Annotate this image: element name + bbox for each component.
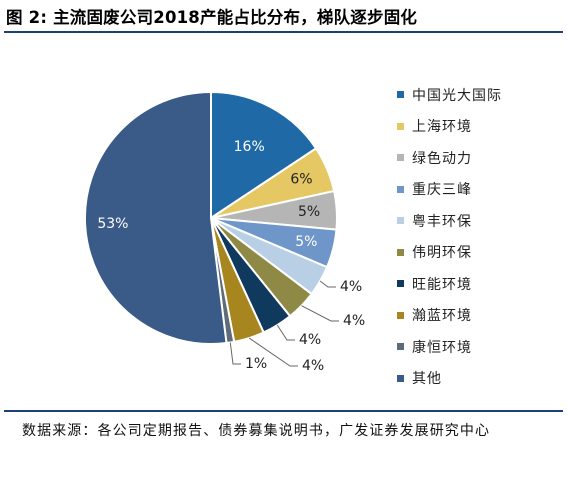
- pie-slice: [83, 90, 228, 345]
- pie-leader-line: [319, 280, 336, 288]
- pie-slice: [210, 90, 318, 220]
- legend-swatch: [397, 311, 404, 319]
- legend-swatch: [397, 185, 404, 193]
- pie-data-label: 53%: [97, 216, 128, 232]
- legend-item: 康恒环境: [397, 331, 502, 363]
- pie-data-label: 5%: [295, 234, 317, 250]
- legend-swatch: [397, 91, 404, 99]
- pie-leader-line: [301, 305, 339, 322]
- pie-data-label: 1%: [245, 356, 267, 372]
- pie-data-label: 16%: [234, 139, 265, 155]
- legend-item: 旺能环境: [397, 268, 502, 300]
- legend-label: 上海环境: [412, 119, 472, 136]
- chart-title: 图 2: 主流固废公司2018产能占比分布，梯队逐步固化: [6, 8, 418, 27]
- legend-label: 中国光大国际: [412, 87, 502, 104]
- pie-data-label: 4%: [340, 279, 362, 295]
- legend-label: 瀚蓝环境: [412, 308, 472, 325]
- pie-leader-line: [229, 342, 241, 365]
- legend-swatch: [397, 374, 404, 382]
- legend-item: 其他: [397, 363, 502, 395]
- legend-swatch: [397, 217, 404, 225]
- legend-swatch: [397, 280, 404, 288]
- pie-leader-line: [276, 324, 295, 341]
- legend-swatch: [397, 248, 404, 256]
- legend-item: 粤丰环保: [397, 205, 502, 237]
- legend-item: 绿色动力: [397, 142, 502, 174]
- pie-data-label: 4%: [343, 313, 365, 329]
- legend-item: 伟明环保: [397, 237, 502, 269]
- chart-legend: 中国光大国际 上海环境绿色动力重庆三峰粤丰环保伟明环保旺能环境瀚蓝环境康恒环境其他: [397, 79, 502, 394]
- legend-label: 绿色动力: [412, 150, 472, 167]
- legend-label: 粤丰环保: [412, 213, 472, 230]
- legend-swatch: [397, 343, 404, 351]
- legend-item: 中国光大国际: [397, 79, 502, 111]
- legend-label: 其他: [412, 371, 442, 388]
- legend-swatch: [397, 154, 404, 162]
- pie-data-label: 5%: [298, 204, 320, 220]
- legend-item: 上海环境: [397, 111, 502, 143]
- legend-label: 伟明环保: [412, 245, 472, 262]
- title-divider: [4, 31, 563, 33]
- source-divider: [4, 410, 563, 412]
- legend-label: 旺能环境: [412, 276, 472, 293]
- legend-item: 瀚蓝环境: [397, 300, 502, 332]
- legend-item: 重庆三峰: [397, 174, 502, 206]
- pie-data-label: 4%: [299, 332, 321, 348]
- legend-label: 康恒环境: [412, 339, 472, 356]
- pie-data-label: 4%: [302, 358, 324, 374]
- legend-label: 重庆三峰: [412, 182, 472, 199]
- legend-swatch: [397, 122, 404, 130]
- pie-leader-line: [248, 337, 298, 367]
- pie-data-label: 6%: [290, 172, 312, 188]
- source-note: 数据来源：各公司定期报告、债券募集说明书，广发证券发展研究中心: [22, 423, 491, 439]
